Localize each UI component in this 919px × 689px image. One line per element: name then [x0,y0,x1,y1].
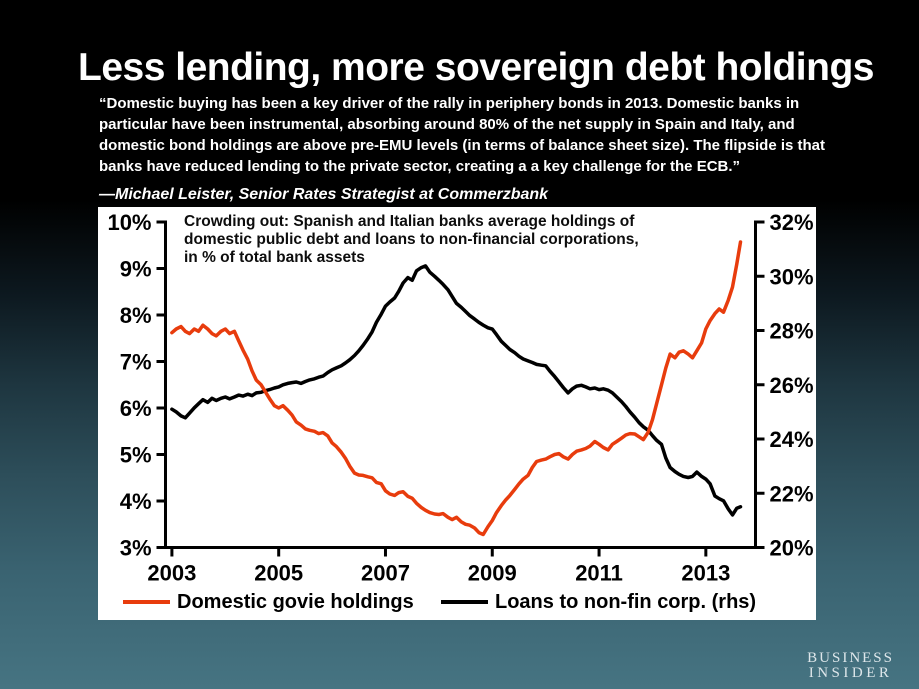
legend-label-loans-nonfin: Loans to non-fin corp. (rhs) [495,590,757,613]
y-left-tick-label: 7% [120,350,152,375]
quote-text: “Domestic buying has been a key driver o… [99,95,825,175]
x-tick-label: 2013 [681,561,730,586]
y-left-tick-label: 4% [120,489,152,514]
legend-swatch-domestic-govie [123,600,170,604]
chart-panel: 10% 9% 8% 7% 6% 5% 4% 3% 32% 30% 28% 26% 24% 22% 20% 20… [98,207,816,620]
series-line-loans-to-non-fin-corp-rhs [170,264,743,517]
y-left-tick-label: 5% [120,443,152,468]
legend-item-loans-nonfin: Loans to non-fin corp. (rhs) [441,590,756,614]
logo-line-business: BUSINESS [807,650,894,666]
series-line-domestic-govie-holdings [170,240,743,537]
x-tick-label: 2003 [147,561,196,586]
y-right-tick-label: 32% [770,210,814,235]
y-right-tick-label: 26% [770,373,814,398]
business-insider-logo: BUSINESS INSIDER [807,651,894,681]
x-tick-label: 2007 [361,561,410,586]
y-right-tick-label: 24% [770,427,814,452]
y-left-tick-label: 10% [107,210,151,235]
y-right-tick-label: 22% [770,481,814,506]
y-left-tick-label: 6% [120,396,152,421]
y-left-tick-label: 8% [120,303,152,328]
y-left-tick-label: 9% [120,257,152,282]
x-tick-label: 2009 [468,561,517,586]
legend-item-domestic-govie: Domestic govie holdings [123,590,414,614]
y-right-tick-label: 30% [770,264,814,289]
x-tick-label: 2011 [575,561,623,586]
y-right-tick-label: 28% [770,319,814,344]
y-left-tick-label: 3% [120,536,152,561]
page-title: Less lending, more sovereign debt holdin… [78,46,874,90]
legend-label-domestic-govie: Domestic govie holdings [177,590,414,613]
y-right-tick-label: 20% [770,536,814,561]
legend-swatch-loans-nonfin [441,600,488,604]
chart-svg: 10% 9% 8% 7% 6% 5% 4% 3% 32% 30% 28% 26% 24% 22% 20% 20… [107,210,814,586]
logo-line-insider: INSIDER [808,665,893,681]
quote-attribution: —Michael Leister, Senior Rates Strategis… [99,186,549,203]
chart-title: Crowding out: Spanish and Italian banks … [184,213,639,266]
x-tick-label: 2005 [254,561,303,586]
